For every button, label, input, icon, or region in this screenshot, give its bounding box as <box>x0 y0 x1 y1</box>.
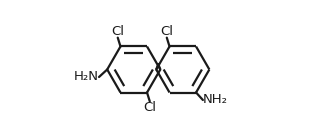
Text: H₂N: H₂N <box>74 70 99 84</box>
Text: Cl: Cl <box>111 25 124 38</box>
Text: NH₂: NH₂ <box>203 94 228 106</box>
Text: Cl: Cl <box>160 25 173 38</box>
Text: Cl: Cl <box>143 101 156 114</box>
